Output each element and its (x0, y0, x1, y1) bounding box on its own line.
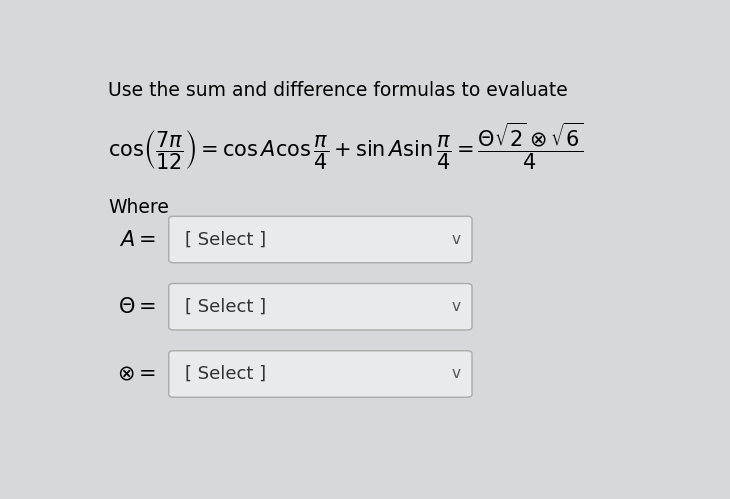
FancyBboxPatch shape (169, 216, 472, 263)
Text: [ Select ]: [ Select ] (185, 231, 266, 249)
Text: Use the sum and difference formulas to evaluate: Use the sum and difference formulas to e… (108, 81, 568, 100)
FancyBboxPatch shape (169, 351, 472, 397)
Text: $\Theta =$: $\Theta =$ (118, 297, 156, 317)
Text: $A =$: $A =$ (120, 230, 156, 250)
Text: v: v (452, 232, 461, 247)
Text: $\cos\!\left(\dfrac{7\pi}{12}\right) = \cos A\cos\dfrac{\pi}{4} + \sin A\sin\dfr: $\cos\!\left(\dfrac{7\pi}{12}\right) = \… (108, 120, 584, 172)
FancyBboxPatch shape (169, 283, 472, 330)
Text: v: v (452, 299, 461, 314)
Text: [ Select ]: [ Select ] (185, 298, 266, 316)
Text: Where: Where (108, 198, 169, 217)
Text: v: v (452, 366, 461, 382)
Text: $\otimes =$: $\otimes =$ (118, 364, 156, 384)
Text: [ Select ]: [ Select ] (185, 365, 266, 383)
